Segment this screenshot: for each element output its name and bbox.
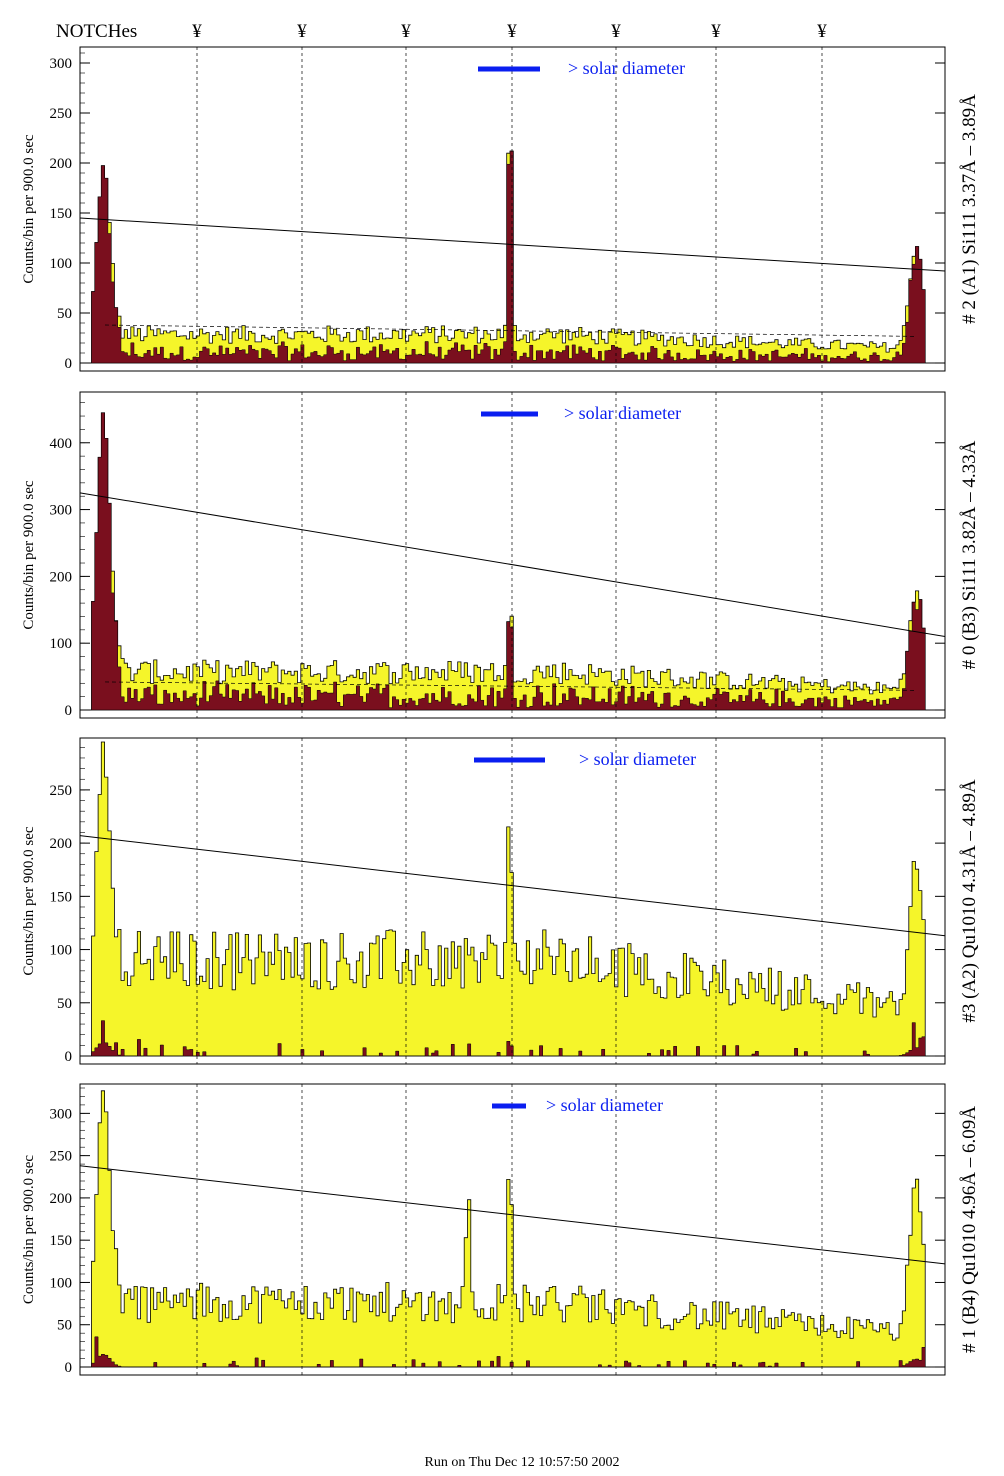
y-tick-label: 200: [50, 569, 73, 585]
y-tick-label: 250: [50, 106, 73, 122]
solar-diameter-label: > solar diameter: [546, 1095, 663, 1115]
mean-level-line: [104, 681, 916, 691]
solar-diameter-label: > solar diameter: [579, 749, 696, 769]
y-tick-label: 300: [50, 56, 73, 72]
panel-2: 0 50 100 150 200 250 Counts/bin per 900.0 sec #…: [21, 737, 980, 1065]
notch-symbol: ¥: [297, 21, 307, 42]
y-tick-label: 0: [65, 1360, 73, 1376]
y-tick-label: 300: [50, 503, 73, 519]
y-tick-label: 200: [50, 836, 73, 852]
y-tick-label: 0: [65, 703, 73, 719]
notch-symbol: ¥: [817, 21, 827, 42]
solar-diameter-label: > solar diameter: [564, 403, 681, 423]
y-tick-label: 100: [50, 256, 73, 272]
notch-symbol: ¥: [192, 21, 202, 42]
y-axis-label: Counts/bin per 900.0 sec: [21, 1155, 37, 1304]
y-tick-label: 300: [50, 1106, 73, 1122]
y-axis-label: Counts/bin per 900.0 sec: [21, 134, 37, 283]
y-tick-label: 150: [50, 889, 73, 905]
y-tick-label: 50: [57, 996, 72, 1012]
trend-line: [79, 492, 946, 638]
run-timestamp: Run on Thu Dec 12 10:57:50 2002: [425, 1455, 620, 1470]
panel-title: # 2 (A1) Si111 3.37Å – 3.89Å: [959, 94, 980, 324]
y-tick-label: 150: [50, 1233, 73, 1249]
histogram-subset: [85, 150, 935, 364]
panel-1: 0 100 200 300 400 Counts/bin per 900.0 sec # 0…: [21, 391, 980, 719]
notch-markers: ¥ ¥ ¥ ¥ ¥ ¥ ¥: [192, 21, 827, 42]
notch-symbol: ¥: [401, 21, 411, 42]
y-tick-label: 0: [65, 1049, 73, 1065]
y-tick-label: 200: [50, 1191, 73, 1207]
histogram-total: [85, 1090, 935, 1368]
panel-title: #3 (A2) Qu1010 4.31Å – 4.89Å: [959, 779, 980, 1023]
y-tick-label: 50: [57, 1318, 72, 1334]
panels: 0 50 100 150 200 250 300 Counts/bin per 900.0 s…: [21, 46, 980, 1376]
y-tick-label: 250: [50, 1149, 73, 1165]
notches-label: NOTCHes: [56, 21, 137, 42]
notch-symbol: ¥: [711, 21, 721, 42]
panel-title: # 1 (B4) Qu1010 4.96Å – 6.09Å: [959, 1106, 980, 1353]
y-tick-label: 200: [50, 156, 73, 172]
y-tick-label: 100: [50, 943, 73, 959]
trend-line: [79, 217, 946, 272]
panel-0: 0 50 100 150 200 250 300 Counts/bin per 900.0 s…: [21, 46, 980, 372]
y-tick-label: 0: [65, 356, 73, 372]
histogram-total: [85, 741, 935, 1057]
histogram-subset: [85, 412, 935, 711]
panel-title: # 0 (B3) Si111 3.82Å – 4.33Å: [959, 440, 980, 669]
solar-diameter-label: > solar diameter: [568, 58, 685, 78]
trend-line: [79, 835, 946, 937]
y-tick-label: 400: [50, 436, 73, 452]
y-axis-label: Counts/bin per 900.0 sec: [21, 480, 37, 629]
y-tick-label: 150: [50, 206, 73, 222]
y-tick-label: 250: [50, 783, 73, 799]
y-axis-label: Counts/bin per 900.0 sec: [21, 826, 37, 975]
y-tick-label: 50: [57, 306, 72, 322]
panel-3: 0 50 100 150 200 250 300 Counts/bin per 900.0 s…: [21, 1083, 980, 1376]
notch-symbol: ¥: [611, 21, 621, 42]
trend-line: [79, 1165, 946, 1265]
notch-symbol: ¥: [507, 21, 517, 42]
histogram-subset: [85, 1020, 935, 1057]
y-tick-label: 100: [50, 636, 73, 652]
mean-level-line: [104, 324, 916, 337]
y-tick-label: 100: [50, 1275, 73, 1291]
